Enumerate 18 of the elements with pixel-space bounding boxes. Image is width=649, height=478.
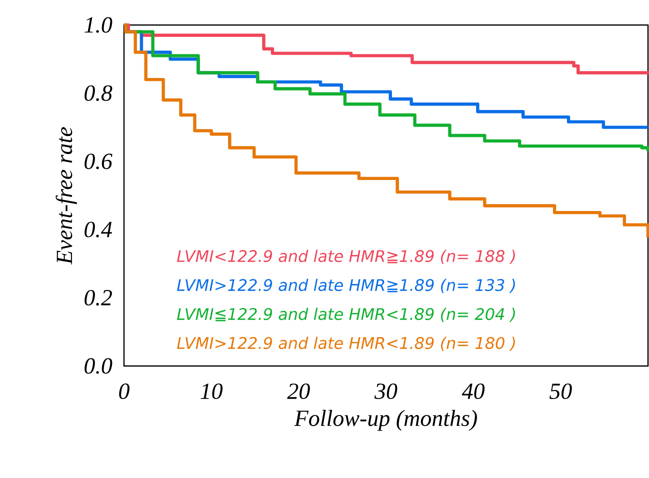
y-tick-label: 0.4 — [84, 222, 112, 238]
x-tick-label: 50 — [550, 384, 572, 400]
y-tick-label: 1.0 — [84, 17, 112, 33]
x-tick-label: 40 — [462, 384, 485, 400]
y-tick-label: 0.8 — [84, 85, 112, 102]
y-tick-label: 0.6 — [84, 154, 112, 170]
x-tick-label: 0 — [119, 384, 130, 400]
text: LVMI>122.9 and late HMR<1.89 (n= 180 ) — [177, 336, 515, 351]
text: LVMI>122.9 and late HMR≧1.89 (n= 133 ) — [177, 278, 515, 293]
x-axis-title: Follow-up (months) — [294, 410, 477, 431]
y-axis-title: Event-free rate — [56, 127, 77, 265]
text: LVMI<122.9 and late HMR≧1.89 (n= 188 ) — [177, 250, 515, 264]
y-tick-label: 0.2 — [84, 290, 112, 306]
y-tick-label: 0.0 — [84, 358, 112, 374]
x-tick-label: 10 — [200, 384, 223, 400]
x-tick-label: 30 — [374, 384, 398, 400]
text: LVMI≦122.9 and late HMR<1.89 (n= 204 ) — [177, 308, 515, 322]
x-tick-label: 20 — [287, 384, 310, 400]
